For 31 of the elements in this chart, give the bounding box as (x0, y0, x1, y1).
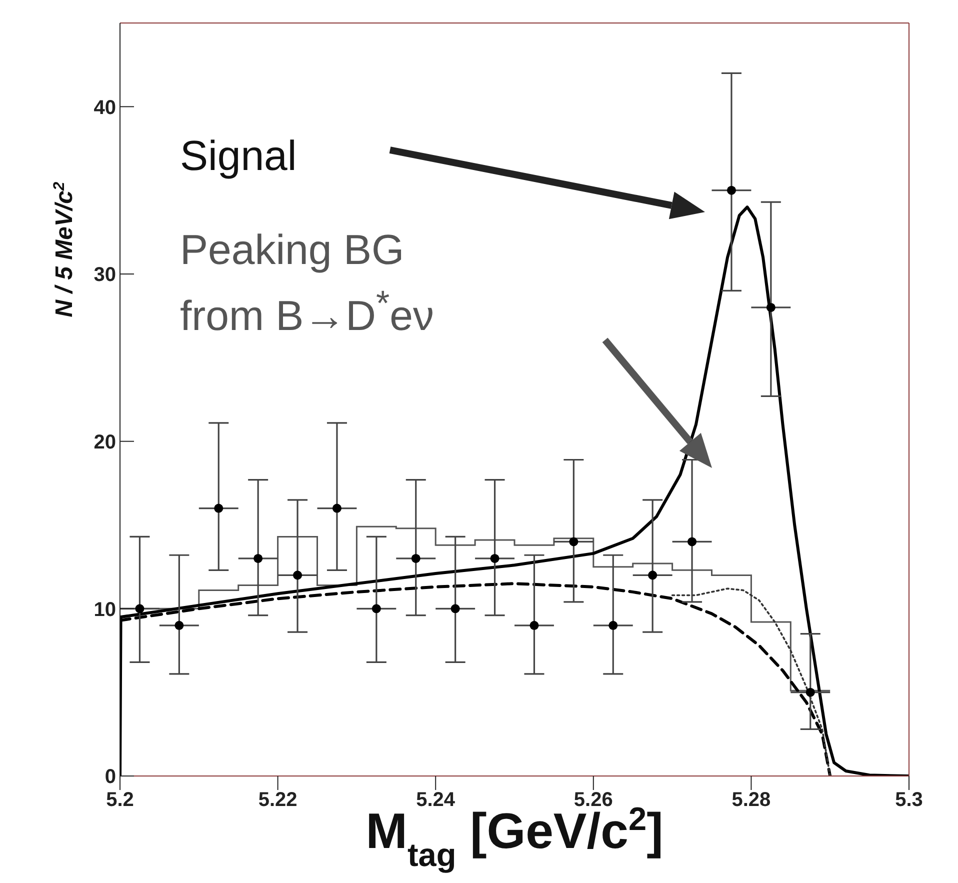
point (766, 302, 776, 312)
x-tick-label: 5.26 (574, 789, 613, 812)
point (688, 537, 697, 546)
point (726, 186, 736, 195)
point (135, 604, 144, 614)
point (254, 554, 263, 563)
point (490, 554, 500, 563)
point (332, 504, 342, 513)
x-tick-label: 5.2 (106, 789, 134, 812)
y-tick-label: 30 (94, 264, 116, 286)
point (569, 537, 578, 546)
y-tick-label: 20 (94, 431, 116, 454)
annotation: Peaking BG from B→D$^{*}$eν (180, 225, 435, 341)
point (214, 504, 224, 513)
point (411, 554, 420, 563)
line-series (671, 588, 831, 776)
y-tick-label: 40 (94, 96, 116, 119)
x-tick-label: 5.28 (732, 789, 771, 812)
annotation: Signal (180, 132, 297, 180)
point (648, 570, 658, 580)
point (293, 570, 302, 580)
y-tick-label: 10 (94, 598, 116, 621)
point (530, 620, 539, 630)
point (608, 620, 618, 630)
point (450, 604, 460, 614)
point (806, 688, 815, 697)
x-tick-label: 5.22 (258, 789, 298, 812)
point (174, 620, 184, 630)
y-tick-label: 0 (104, 766, 116, 788)
point (372, 604, 381, 614)
x-tick-label: 5.3 (895, 789, 923, 812)
